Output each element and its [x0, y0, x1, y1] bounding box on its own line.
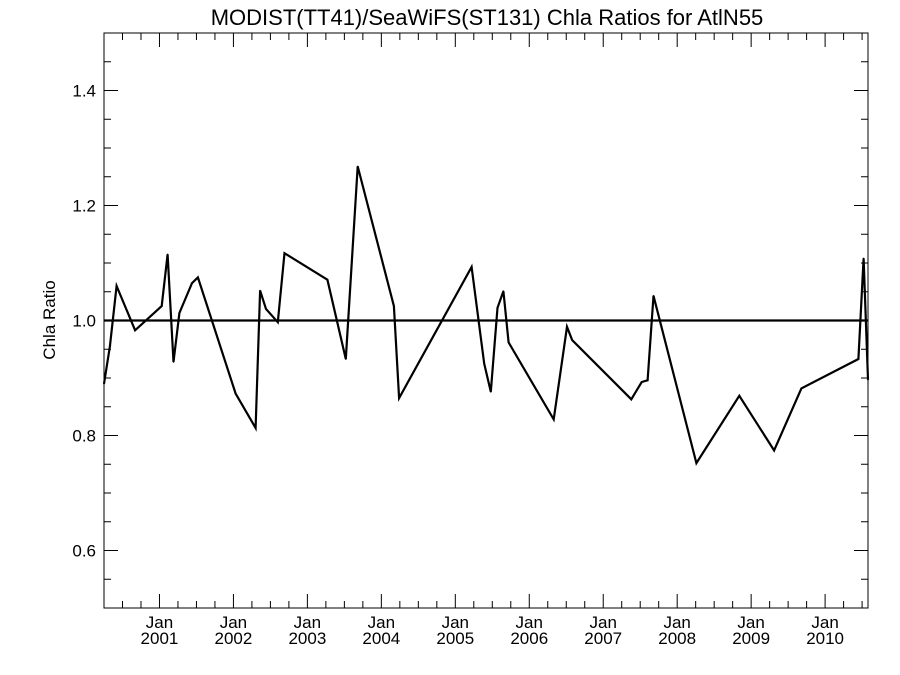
data-point — [234, 392, 237, 395]
data-point — [502, 290, 505, 292]
data-point — [800, 387, 803, 390]
data-point — [652, 294, 655, 297]
data-point — [496, 307, 499, 309]
series-line — [102, 166, 870, 466]
data-point — [254, 427, 257, 429]
x-axis-ticks: Jan2001Jan2002Jan2003Jan2004Jan2005Jan20… — [103, 33, 863, 648]
x-tick-year-label: 2001 — [141, 629, 179, 648]
data-point — [103, 382, 105, 385]
x-tick-month-label: Jan — [590, 613, 617, 632]
x-tick-month-label: Jan — [811, 613, 838, 632]
data-point — [552, 418, 555, 421]
x-tick-year-label: 2009 — [732, 629, 770, 648]
data-point — [470, 266, 473, 268]
data-point — [566, 326, 568, 328]
x-tick-month-label: Jan — [442, 613, 469, 632]
x-tick-year-label: 2008 — [658, 629, 696, 648]
y-tick-label: 1.2 — [72, 197, 96, 216]
data-point — [571, 339, 573, 341]
data-point — [134, 329, 136, 332]
data-point — [345, 358, 347, 360]
x-tick-year-label: 2005 — [436, 629, 474, 648]
x-tick-year-label: 2006 — [510, 629, 548, 648]
series-group — [102, 165, 870, 466]
data-point — [483, 362, 485, 365]
x-tick-month-label: Jan — [368, 613, 395, 632]
data-point — [277, 321, 279, 324]
y-tick-label: 1.4 — [72, 82, 96, 101]
data-point — [867, 378, 869, 381]
data-point — [172, 361, 175, 363]
data-point — [115, 285, 118, 287]
data-point — [738, 395, 741, 397]
data-point — [640, 381, 643, 383]
data-point — [109, 345, 111, 348]
data-point — [646, 379, 649, 382]
y-axis-label: Chla Ratio — [40, 280, 59, 359]
y-tick-label: 0.8 — [72, 427, 96, 446]
x-tick-year-label: 2004 — [362, 629, 400, 648]
data-point — [326, 278, 329, 281]
data-point — [265, 308, 267, 310]
data-point — [695, 462, 698, 464]
data-point — [507, 341, 510, 344]
data-point — [283, 252, 286, 255]
x-tick-month-label: Jan — [737, 613, 764, 632]
data-point — [178, 312, 181, 314]
data-point — [191, 282, 193, 284]
data-point — [490, 391, 492, 393]
data-point — [398, 397, 400, 399]
data-point — [773, 449, 775, 452]
data-point — [356, 165, 359, 168]
y-tick-label: 0.6 — [72, 542, 96, 561]
data-point — [630, 398, 633, 401]
chart-title: MODIST(TT41)/SeaWiFS(ST131) Chla Ratios … — [211, 5, 764, 30]
data-point — [857, 358, 860, 360]
data-point — [393, 305, 395, 307]
x-tick-month-label: Jan — [516, 613, 543, 632]
data-point — [197, 276, 199, 279]
y-tick-label: 1.0 — [72, 312, 96, 331]
data-point — [259, 289, 261, 292]
data-point — [160, 305, 163, 307]
data-point — [862, 257, 865, 260]
x-tick-month-label: Jan — [146, 613, 173, 632]
x-tick-month-label: Jan — [663, 613, 690, 632]
data-point — [166, 253, 169, 256]
x-tick-year-label: 2010 — [806, 629, 844, 648]
x-tick-month-label: Jan — [220, 613, 247, 632]
x-tick-year-label: 2007 — [584, 629, 622, 648]
x-tick-year-label: 2002 — [215, 629, 253, 648]
x-tick-year-label: 2003 — [288, 629, 326, 648]
x-tick-month-label: Jan — [294, 613, 321, 632]
